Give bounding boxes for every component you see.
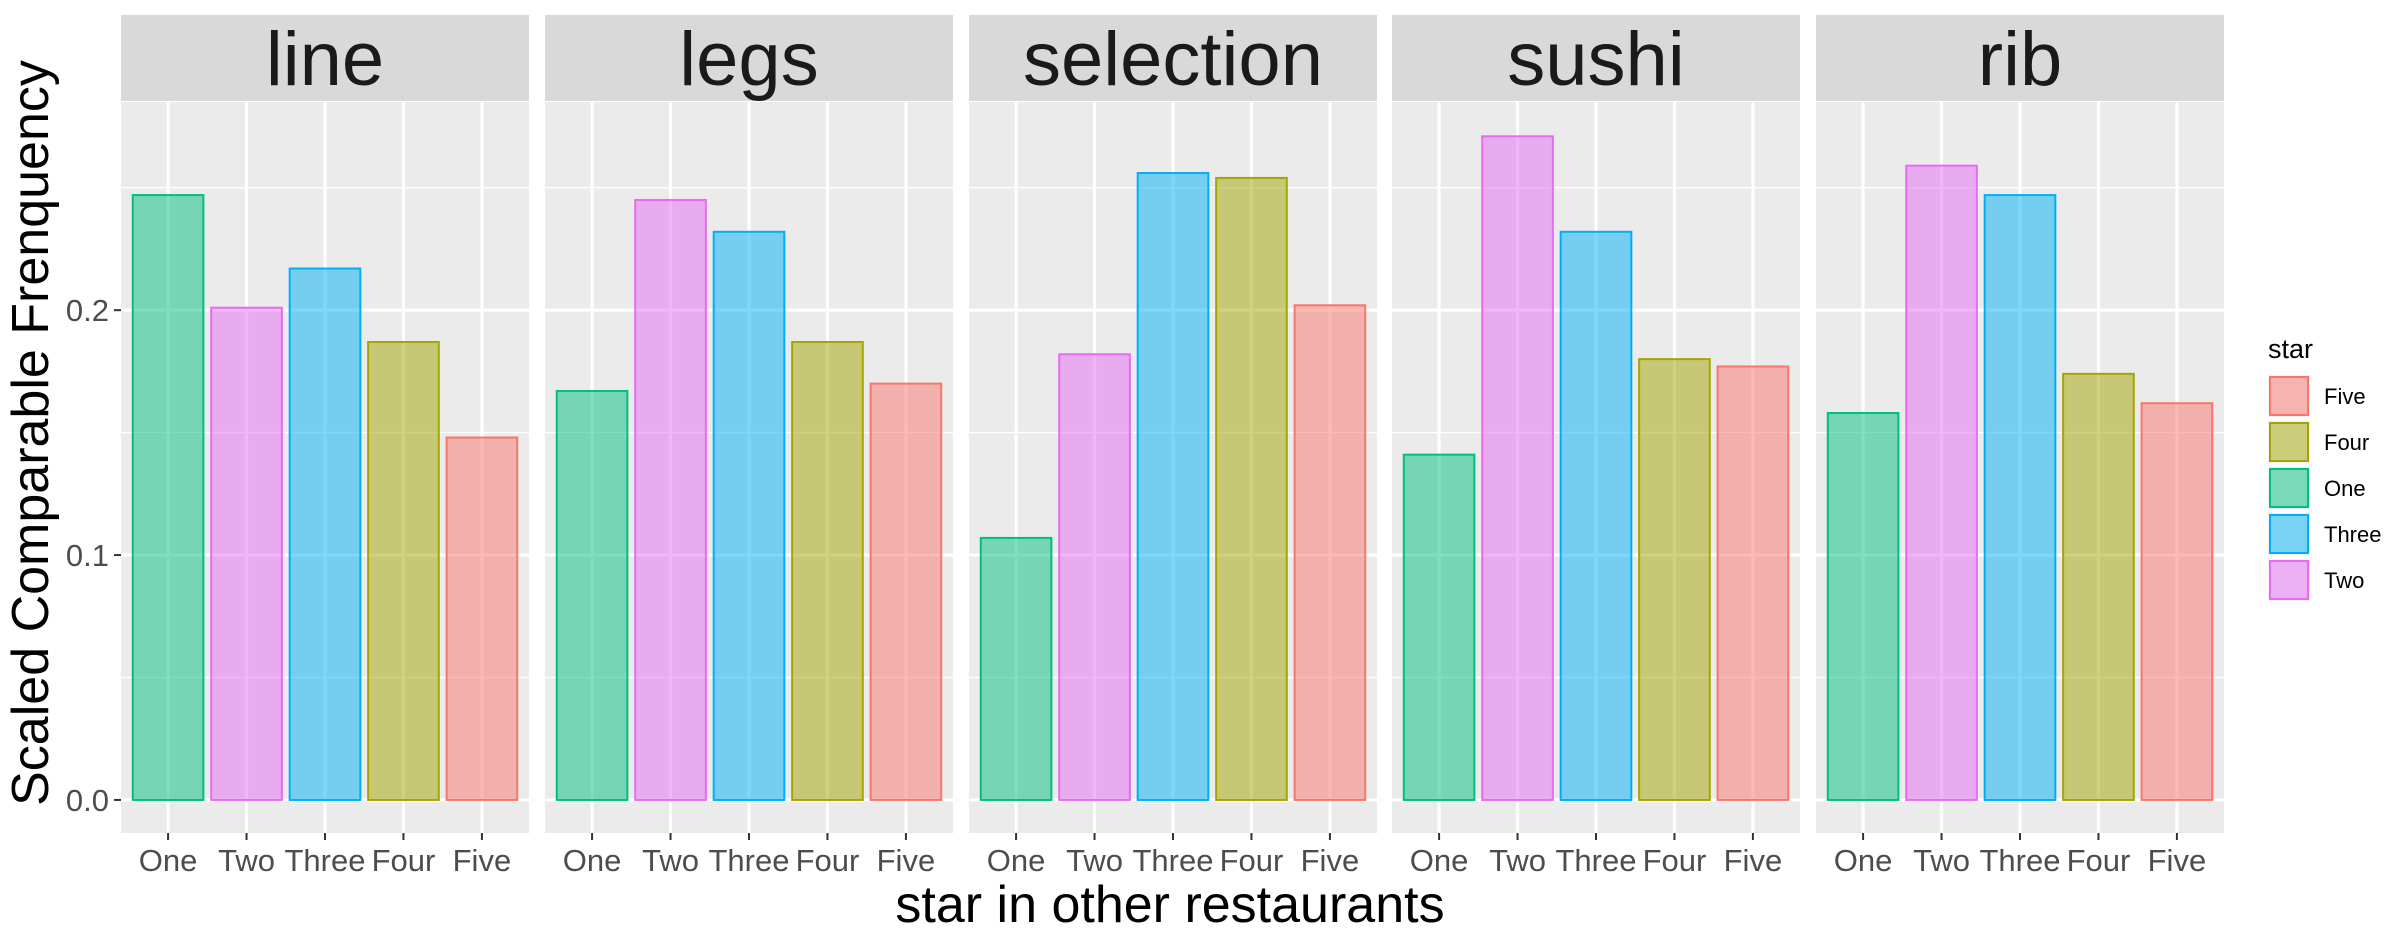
facet-strip xyxy=(1816,15,2224,101)
y-tick-label: 0.0 xyxy=(66,783,109,818)
legend-label: Four xyxy=(2324,430,2369,455)
bar-rib-two xyxy=(1905,164,1978,801)
bar-rib-one xyxy=(1826,412,1900,801)
panel-legs: legs One Two Three Four Five xyxy=(545,15,953,878)
x-tick-label: One xyxy=(563,843,622,878)
bar-rib-three xyxy=(1983,194,2057,801)
bar-line-two xyxy=(210,306,283,801)
facet-label: rib xyxy=(1978,17,2062,102)
x-tick-label: Five xyxy=(1301,843,1360,878)
bar-selection-four xyxy=(1215,176,1288,801)
panel-line: line One Two Three Four Five xyxy=(121,15,529,878)
legend-item-one: One xyxy=(2268,467,2366,509)
x-tick-label: Five xyxy=(2148,843,2207,878)
bar-legs-one xyxy=(555,389,629,801)
x-axis-title: star in other restaurants xyxy=(895,876,1444,934)
bar-legs-two xyxy=(634,198,707,801)
legend-label: Two xyxy=(2324,568,2364,593)
facet-label: sushi xyxy=(1507,17,1684,102)
x-tick-label: Three xyxy=(1980,843,2061,878)
legend-swatch xyxy=(2269,514,2309,554)
bar-sushi-two xyxy=(1481,135,1554,801)
x-tick-label: Four xyxy=(796,843,860,878)
x-tick-label: Two xyxy=(1489,843,1546,878)
x-tick-label: Three xyxy=(285,843,366,878)
x-tick-label: One xyxy=(1834,843,1893,878)
legend-item-four: Four xyxy=(2268,421,2369,463)
bar-legs-four xyxy=(791,340,864,801)
bar-line-one xyxy=(131,194,205,801)
x-tick-label: Four xyxy=(2067,843,2131,878)
y-tick-label: 0.1 xyxy=(66,538,109,573)
bar-sushi-three xyxy=(1559,230,1633,801)
x-tick-label: Three xyxy=(1556,843,1637,878)
legend-label: One xyxy=(2324,476,2366,501)
facet-strip xyxy=(1392,15,1800,101)
x-tick-label: Two xyxy=(218,843,275,878)
legend-title: star xyxy=(2268,334,2313,364)
x-tick-label: Five xyxy=(453,843,512,878)
legend-label: Three xyxy=(2324,522,2381,547)
x-tick-label: Four xyxy=(1643,843,1707,878)
bar-legs-three xyxy=(712,230,786,801)
x-tick-label: Three xyxy=(1133,843,1214,878)
x-tick-label: One xyxy=(139,843,198,878)
bar-selection-one xyxy=(979,536,1053,801)
bar-line-three xyxy=(288,267,362,801)
bar-sushi-five xyxy=(1716,365,1790,801)
legend-item-five: Five xyxy=(2268,375,2366,417)
facet-strip xyxy=(545,15,953,101)
x-tick-label: Four xyxy=(1220,843,1284,878)
legend-swatch xyxy=(2269,422,2309,462)
facet-label: selection xyxy=(1023,17,1323,102)
legend-swatch xyxy=(2269,376,2309,416)
x-tick-label: One xyxy=(987,843,1046,878)
legend: star Five Four One Three Two xyxy=(2268,334,2381,601)
x-tick-label: Two xyxy=(642,843,699,878)
panel-sushi: sushi One Two Three Four Five xyxy=(1392,15,1800,878)
panel-selection: selection One Two Three Four Five xyxy=(969,15,1377,878)
x-tick-label: One xyxy=(1410,843,1469,878)
bar-selection-three xyxy=(1136,172,1210,801)
y-axis: 0.0 0.1 0.2 xyxy=(66,293,121,818)
legend-item-two: Two xyxy=(2268,559,2364,601)
x-tick-label: Five xyxy=(877,843,936,878)
bar-line-five xyxy=(445,436,519,801)
bar-selection-five xyxy=(1293,304,1367,801)
legend-label: Five xyxy=(2324,384,2366,409)
facet-label: line xyxy=(266,17,384,102)
panel-rib: rib One Two Three Four Five xyxy=(1816,15,2224,878)
facet-strip xyxy=(969,15,1377,101)
legend-item-three: Three xyxy=(2268,513,2381,555)
bar-selection-two xyxy=(1058,353,1131,801)
legend-swatch xyxy=(2269,468,2309,508)
legend-swatch xyxy=(2269,560,2309,600)
bar-sushi-four xyxy=(1638,358,1711,801)
facet-strip xyxy=(121,15,529,101)
y-tick-label: 0.2 xyxy=(66,293,109,328)
bar-sushi-one xyxy=(1402,453,1476,801)
x-tick-label: Three xyxy=(709,843,790,878)
x-tick-label: Five xyxy=(1724,843,1783,878)
bar-line-four xyxy=(367,340,440,801)
facet-label: legs xyxy=(679,17,818,102)
bar-rib-four xyxy=(2062,372,2135,801)
y-axis-title: Scaled Comparable Frenquency xyxy=(2,60,60,806)
x-tick-label: Four xyxy=(372,843,436,878)
bar-rib-five xyxy=(2140,402,2214,801)
x-tick-label: Two xyxy=(1066,843,1123,878)
x-tick-label: Two xyxy=(1913,843,1970,878)
bar-legs-five xyxy=(869,382,943,801)
